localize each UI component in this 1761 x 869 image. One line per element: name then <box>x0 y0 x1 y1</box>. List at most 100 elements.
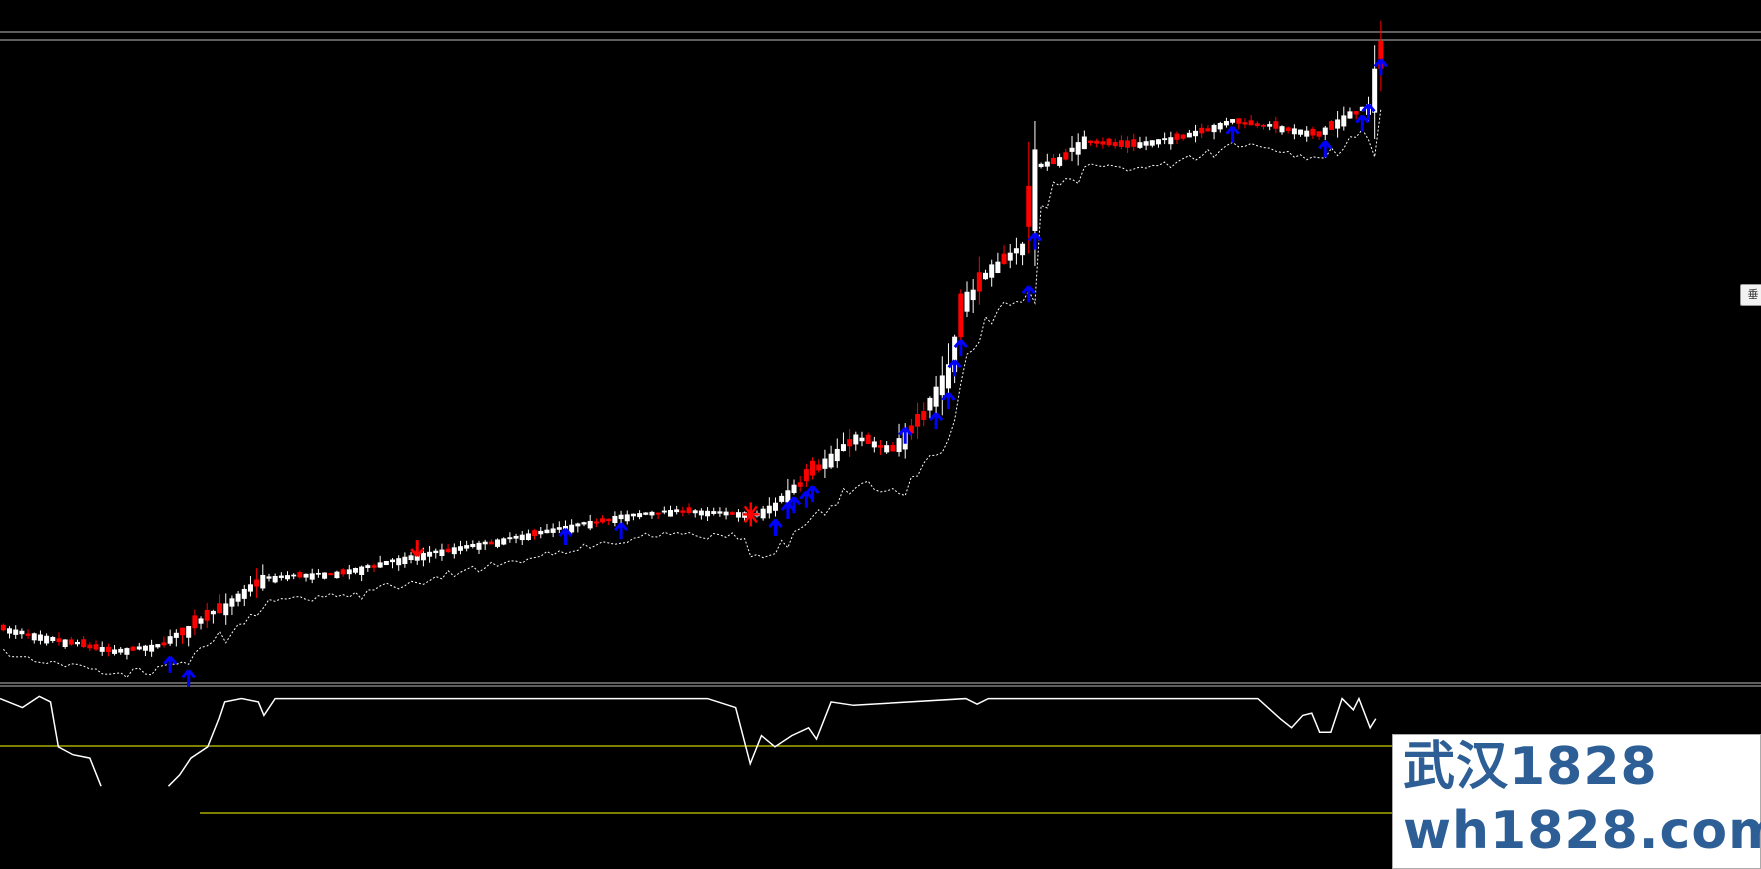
candle-body <box>680 510 686 513</box>
candle-body <box>871 441 877 448</box>
buy-arrow-icon <box>780 502 795 520</box>
candle-body <box>1248 120 1254 126</box>
buy-arrow-icon <box>1021 285 1036 303</box>
candle-body <box>828 453 834 468</box>
candle-body <box>908 425 914 434</box>
candle-body <box>439 549 445 557</box>
sell-arrow-icon <box>410 540 425 558</box>
candle-body <box>192 615 198 629</box>
side-panel-button[interactable]: 垂 <box>1740 284 1761 306</box>
buy-arrow-icon <box>1318 140 1333 158</box>
candle-body <box>352 567 358 573</box>
candle-body <box>260 574 266 589</box>
candle-body <box>457 546 463 551</box>
candle-body <box>766 505 772 514</box>
buy-arrow-icon <box>1355 114 1370 132</box>
candle-body <box>729 512 735 515</box>
candle-body <box>266 576 272 579</box>
candle-body <box>1298 129 1304 135</box>
candle-body <box>334 571 340 579</box>
candle-body <box>19 630 25 635</box>
candle-body <box>1106 138 1112 146</box>
candle-body <box>408 555 414 561</box>
candle-body <box>130 646 136 651</box>
buy-arrow-icon <box>1225 125 1240 143</box>
candle-body <box>593 521 599 524</box>
candle-body <box>359 566 365 575</box>
candle-body <box>791 484 797 494</box>
buy-arrow-icon <box>163 655 178 673</box>
candle-body <box>1180 134 1186 139</box>
candle-body <box>550 528 556 533</box>
candle-body <box>322 572 328 579</box>
candle-body <box>1230 119 1236 123</box>
candle-body <box>544 529 550 534</box>
candle-body <box>470 543 476 547</box>
candle-body <box>952 336 958 373</box>
candle-body <box>1118 140 1124 147</box>
candle-body <box>859 437 865 442</box>
candle-body <box>93 644 99 650</box>
candle-body <box>927 397 933 411</box>
candle-body <box>933 386 939 407</box>
candle-body <box>507 537 513 540</box>
candle-body <box>519 534 525 541</box>
candle-body <box>229 598 235 607</box>
candle-body <box>1032 149 1038 231</box>
buy-arrow-icon <box>953 339 968 357</box>
candle-body <box>803 469 809 482</box>
candle-body <box>705 510 711 517</box>
candle-body <box>995 261 1001 274</box>
candle-body <box>667 510 673 517</box>
candle-body <box>525 533 531 541</box>
candle-body <box>99 646 105 652</box>
candle-body <box>630 513 636 517</box>
candle-body <box>204 609 210 621</box>
candle-body <box>1050 157 1056 165</box>
buy-arrow-icon <box>1027 232 1043 250</box>
candle-body <box>501 538 507 545</box>
candle-body <box>62 639 68 648</box>
candle-body <box>81 639 87 648</box>
candle-body <box>810 460 816 476</box>
candle-body <box>655 512 661 515</box>
candle-body <box>847 439 853 447</box>
candle-body <box>1007 252 1013 261</box>
candle-body <box>1335 119 1341 129</box>
candle-body <box>365 565 371 568</box>
candle-body <box>241 588 247 599</box>
candle-body <box>315 572 321 575</box>
candle-body <box>1217 122 1223 130</box>
candle-body <box>581 522 587 525</box>
candle-body <box>822 458 828 469</box>
candle-body <box>1168 137 1174 145</box>
buy-arrow-icon <box>799 490 814 508</box>
candle-body <box>105 646 111 653</box>
candle-body <box>254 579 260 587</box>
candle-body <box>1242 122 1248 125</box>
candle-body <box>142 645 148 651</box>
candle-body <box>402 556 408 565</box>
candle-body <box>414 553 420 561</box>
candle-body <box>44 635 50 644</box>
candle-body <box>1304 130 1310 137</box>
candle-body <box>1069 147 1075 152</box>
candle-body <box>278 575 284 578</box>
candle-body <box>112 649 118 654</box>
candle-body <box>124 648 130 655</box>
candle-body <box>464 545 470 549</box>
candle-body <box>136 646 142 650</box>
candle-body <box>1205 128 1211 132</box>
candle-body <box>149 644 155 652</box>
candle-body <box>1001 253 1007 264</box>
candle-body <box>976 272 982 292</box>
indicator-line <box>167 696 1377 787</box>
candle-body <box>717 511 723 514</box>
candle-body <box>1353 111 1359 115</box>
candle-body <box>1193 130 1199 137</box>
candle-body <box>427 551 433 557</box>
candle-body <box>1038 163 1044 168</box>
candle-body <box>173 632 179 638</box>
candle-body <box>74 642 80 645</box>
